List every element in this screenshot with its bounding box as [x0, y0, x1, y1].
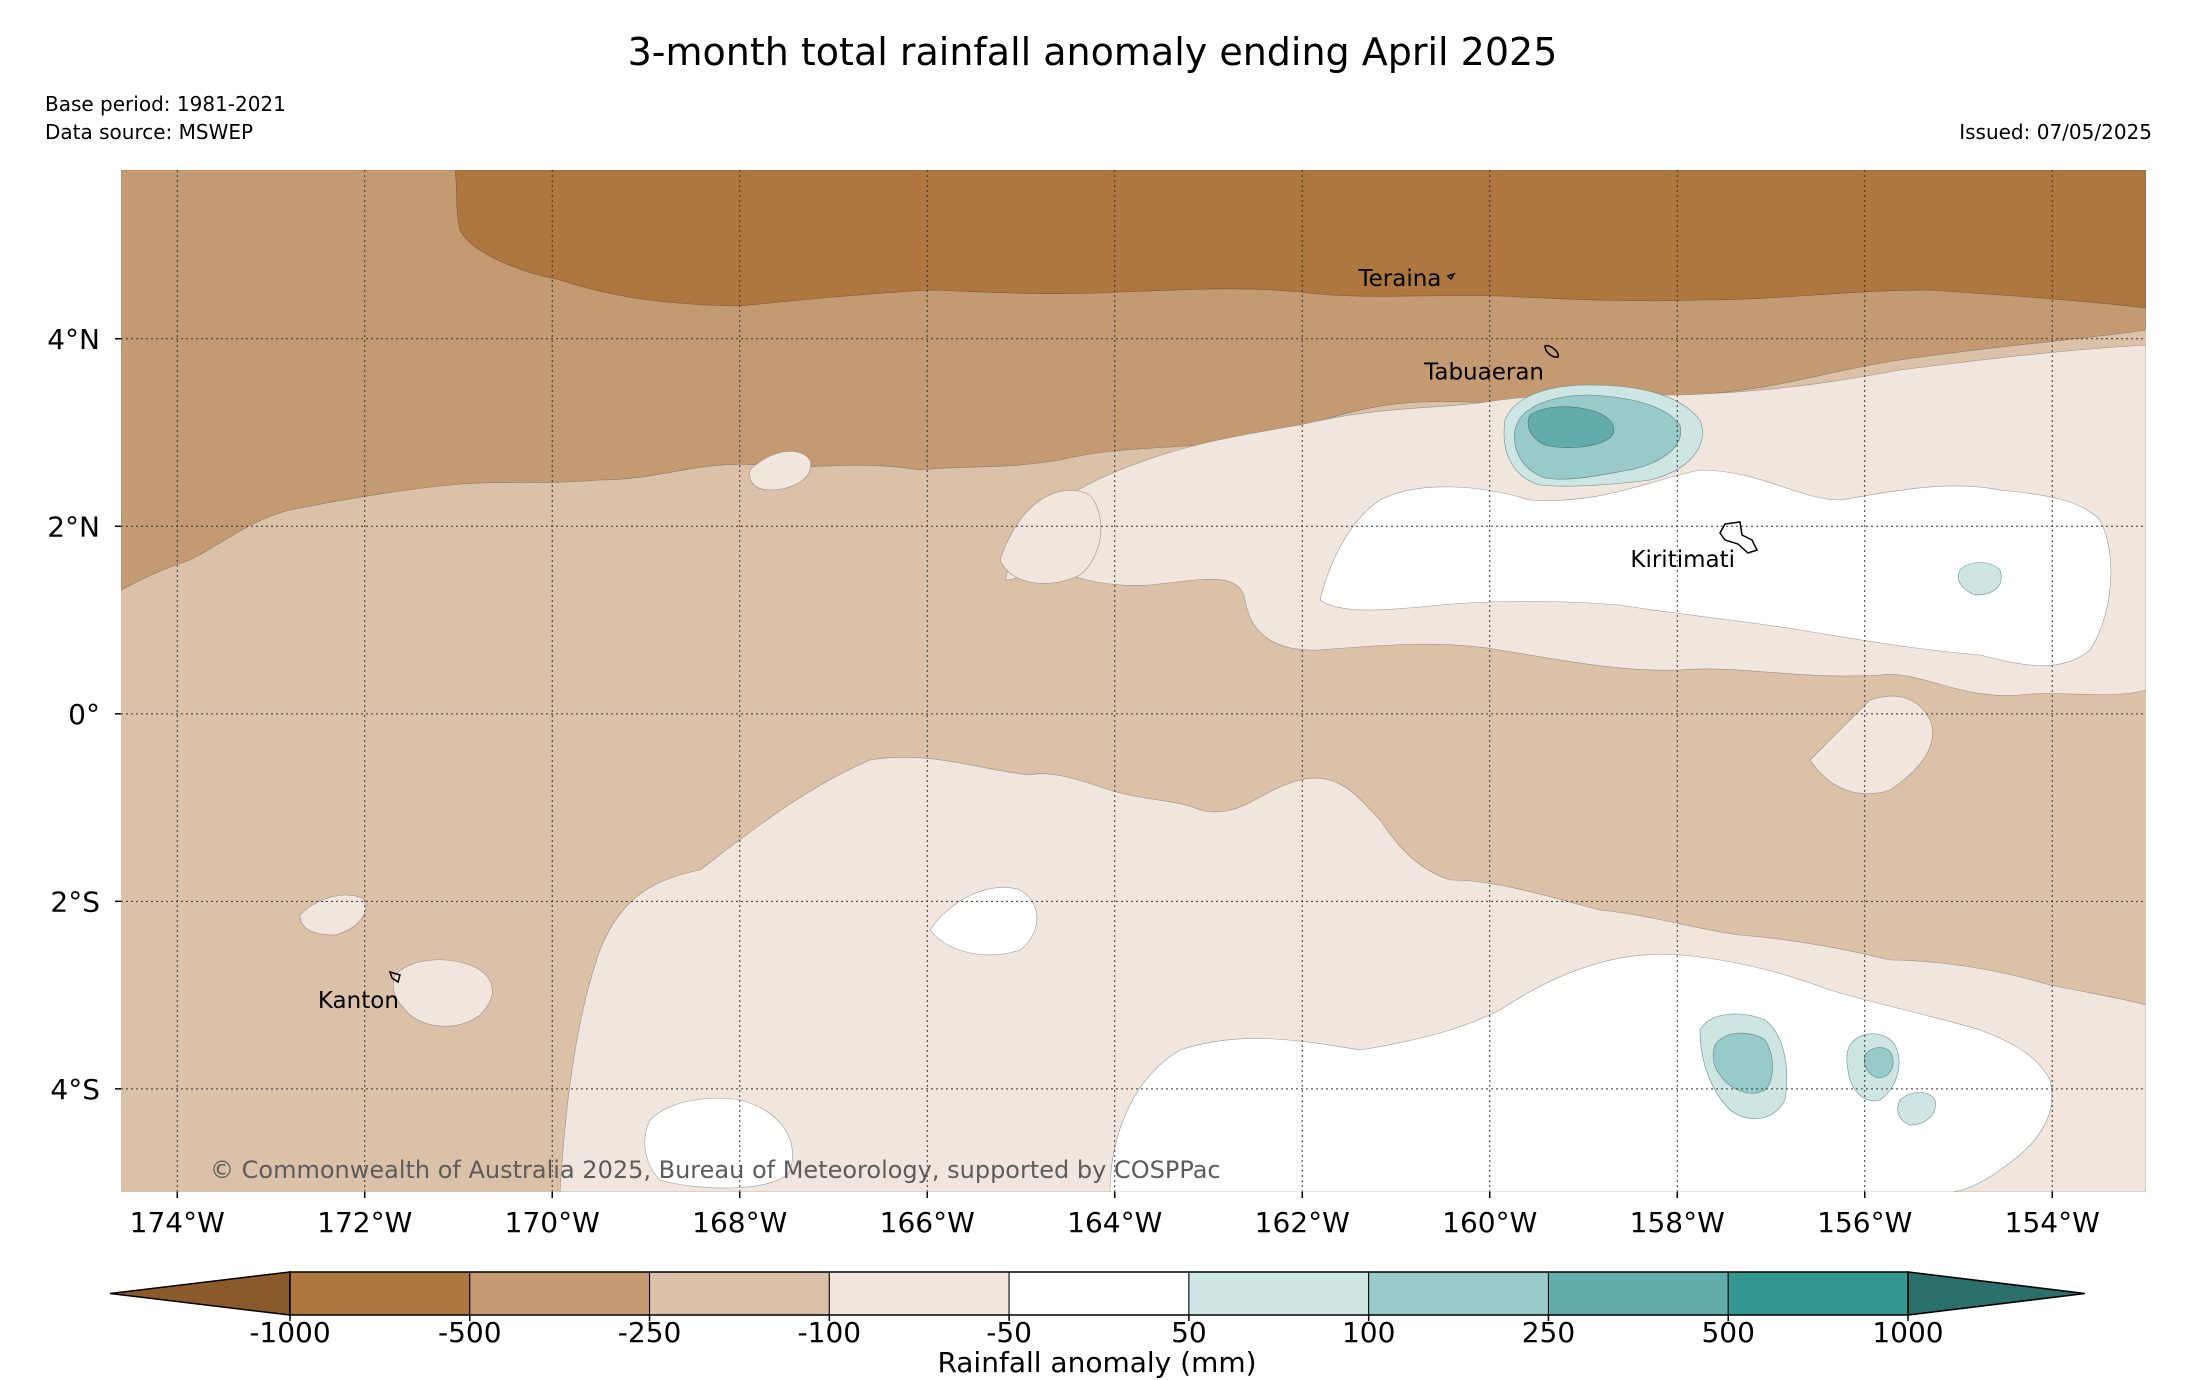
colorbar-tick-label: 50 [1171, 1316, 1207, 1349]
colorbar: -1000 -500 -250 -100 -50 50 100 250 500 1000 [109, 1271, 2086, 1349]
anomaly-region-minus100-blob [749, 451, 811, 491]
lon-tick-label: 164°W [1067, 1206, 1162, 1239]
lat-tick-label: 0° [68, 698, 100, 731]
base-period-text: Base period: 1981-2021 [45, 92, 286, 116]
colorbar-label: Rainfall anomaly (mm) [937, 1346, 1256, 1379]
anomaly-region-normal-south-a [929, 887, 1038, 956]
anomaly-region-minus100-kanton [392, 959, 493, 1027]
colorbar-segment [1008, 1271, 1190, 1316]
place-labels: Teraina Tabuaeran Kiritimati Kanton [318, 266, 1735, 1014]
data-source-text: Data source: MSWEP [45, 120, 254, 144]
kanton-island-outline [388, 970, 401, 984]
graticule [121, 170, 2146, 1192]
colorbar-tick-label: 1000 [1872, 1316, 1943, 1349]
anomaly-region-plus50-islet [1897, 1092, 1936, 1126]
lon-tick-label: 170°W [505, 1206, 600, 1239]
anomaly-region-minus100-islet [299, 894, 367, 936]
lon-tick-label: 168°W [692, 1206, 787, 1239]
anomaly-region-normal-north [1319, 469, 2112, 666]
lon-tick-label: 172°W [317, 1206, 412, 1239]
colorbar-tick-label: -1000 [249, 1316, 330, 1349]
lon-tick-label: 166°W [880, 1206, 975, 1239]
colorbar-segment [1368, 1271, 1549, 1316]
colorbar-tick-label: 100 [1342, 1316, 1395, 1349]
place-label: Tabuaeran [1423, 360, 1544, 386]
anomaly-fill-layer [121, 170, 2146, 1192]
lon-tick-label: 160°W [1442, 1206, 1537, 1239]
issued-date-text: Issued: 07/05/2025 [1959, 120, 2152, 144]
island-outlines [388, 272, 1759, 984]
anomaly-region-plus50-east [1958, 562, 2002, 596]
kiritimati-island-outline [1719, 521, 1759, 554]
colorbar-segment [828, 1271, 1010, 1316]
colorbar-border [289, 1271, 1909, 1316]
colorbar-tick-label: -100 [798, 1316, 862, 1349]
colorbar-max-extension [1907, 1271, 2086, 1316]
lat-tick-label: 2°S [50, 885, 100, 918]
lat-tick-label: 4°S [50, 1073, 100, 1106]
colorbar-segment [1188, 1271, 1370, 1316]
anomaly-region-plus100-southeast [1863, 1047, 1894, 1079]
colorbar-segment [289, 1271, 471, 1316]
lat-tick-label: 4°N [47, 323, 100, 356]
colorbar-tick-label: 500 [1701, 1316, 1754, 1349]
anomaly-region-minus100-west [999, 490, 1102, 584]
colorbar-min-extension [109, 1271, 291, 1316]
teraina-island-outline [1446, 272, 1456, 281]
colorbar-tick-label: -500 [438, 1316, 502, 1349]
copyright-text: © Commonwealth of Australia 2025, Bureau… [210, 1156, 1221, 1184]
lon-tick-label: 154°W [2005, 1206, 2100, 1239]
anomaly-region-normal-southeast [1109, 954, 2053, 1192]
place-label: Kanton [318, 988, 399, 1014]
latitude-tick-labels: 4°N 2°N 0° 2°S 4°S [47, 323, 121, 1106]
lon-tick-label: 156°W [1817, 1206, 1912, 1239]
lon-tick-label: 158°W [1630, 1206, 1725, 1239]
anomaly-region-minus100-east [1809, 695, 1933, 794]
colorbar-segment [649, 1271, 830, 1316]
lon-tick-label: 174°W [130, 1206, 225, 1239]
anomaly-region-plus250-tabuaeran [1527, 406, 1615, 448]
colorbar-segment [1547, 1271, 1729, 1316]
place-label: Teraina [1358, 266, 1442, 292]
colorbar-tick-label: -50 [986, 1316, 1032, 1349]
anomaly-region-normal-south-b [644, 1097, 793, 1189]
colorbar-segment [469, 1271, 651, 1316]
colorbar-tick-label: -250 [618, 1316, 682, 1349]
longitude-tick-labels: 174°W 172°W 170°W 168°W 166°W 164°W 162°W 160°W… [130, 1192, 2100, 1239]
colorbar-segment [1727, 1271, 1909, 1316]
place-label: Kiritimati [1630, 547, 1735, 573]
lat-tick-label: 2°N [47, 510, 100, 543]
lon-tick-label: 162°W [1255, 1206, 1350, 1239]
anomaly-region-minus1000-band [454, 170, 2146, 309]
anomaly-region-plus100-south [1712, 1032, 1773, 1094]
tabuaeran-island-outline [1544, 344, 1559, 358]
colorbar-tick-label: 250 [1522, 1316, 1575, 1349]
map-title: 3-month total rainfall anomaly ending Ap… [627, 30, 1558, 74]
